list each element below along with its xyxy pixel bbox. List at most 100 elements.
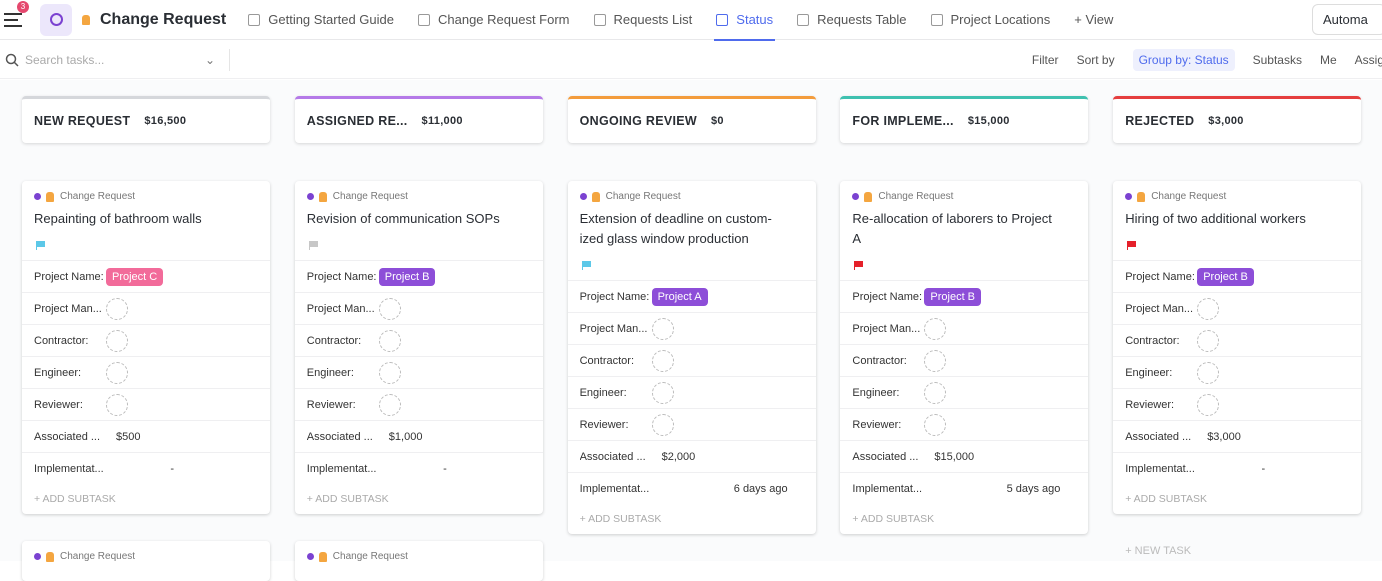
- task-card[interactable]: Change Request Revision of communication …: [294, 181, 543, 514]
- assignee-placeholder[interactable]: [1197, 393, 1220, 416]
- list-icon: [1137, 191, 1146, 202]
- toolbar-button[interactable]: Subtasks: [1252, 52, 1302, 67]
- column-name: REJECTED: [1125, 114, 1195, 128]
- assignee-placeholder[interactable]: [106, 329, 128, 352]
- tab-label: Requests List: [613, 12, 693, 27]
- task-card[interactable]: Change Request Repainting of bathroom wal…: [22, 181, 270, 514]
- project-tag[interactable]: Project B: [378, 267, 436, 286]
- assignee-placeholder[interactable]: [924, 317, 947, 340]
- field-row: Project Name: Project B: [840, 280, 1089, 312]
- field-label: Reviewer:: [306, 398, 356, 411]
- field-label: Associated ...: [852, 450, 919, 463]
- assignee-placeholder[interactable]: [651, 349, 674, 372]
- task-card[interactable]: Change Request Re-allocation of laborers …: [840, 181, 1089, 534]
- field-value: $500: [116, 430, 141, 443]
- automate-button[interactable]: Automa: [1312, 4, 1382, 35]
- toolbar-button[interactable]: Filter: [1031, 52, 1059, 67]
- view-tab[interactable]: Status: [704, 0, 785, 41]
- card-title: Repainting of bathroom walls: [34, 211, 202, 226]
- task-card[interactable]: Change Request: [294, 541, 543, 581]
- field-label: Implementat...: [1125, 462, 1195, 475]
- project-tag[interactable]: Project C: [106, 267, 164, 286]
- field-label: Engineer:: [579, 386, 627, 399]
- assignee-placeholder[interactable]: [1197, 361, 1220, 384]
- view-tab[interactable]: Requests Table: [785, 0, 918, 40]
- list-dot: [852, 193, 860, 200]
- card-list: Change Request: [306, 191, 531, 202]
- toolbar-button[interactable]: Sort by: [1076, 52, 1115, 67]
- assignee-placeholder[interactable]: [378, 329, 401, 352]
- project-tag[interactable]: Project B: [1197, 267, 1254, 286]
- board: NEW REQUEST $16,500 Change Request Repainti…: [0, 80, 1382, 581]
- card-list-name: Change Request: [332, 191, 408, 202]
- field-label: Implementat...: [579, 482, 650, 495]
- task-card[interactable]: Change Request Hiring of two additional w…: [1113, 181, 1362, 514]
- assignee-placeholder[interactable]: [924, 349, 947, 372]
- tabs: Getting Started Guide Change Request Form…: [236, 0, 1063, 41]
- tab-label: Status: [736, 12, 774, 27]
- field-label: Reviewer:: [852, 418, 902, 431]
- assignee-placeholder[interactable]: [651, 317, 674, 340]
- assignee-placeholder[interactable]: [106, 297, 128, 320]
- add-subtask[interactable]: + ADD SUBTASK: [306, 493, 389, 505]
- space-icon[interactable]: [40, 3, 72, 36]
- tab-icon: [248, 13, 261, 26]
- view-tab[interactable]: Change Request Form: [406, 0, 582, 40]
- field-label: Contractor:: [34, 334, 89, 347]
- assignee-placeholder[interactable]: [378, 393, 401, 416]
- add-subtask[interactable]: + ADD SUBTASK: [852, 513, 935, 525]
- project-tag[interactable]: Project A: [651, 287, 708, 306]
- field-row: Reviewer:: [22, 388, 270, 420]
- field-label: Project Name:: [306, 270, 377, 283]
- toolbar-button[interactable]: Group by: Status: [1132, 48, 1235, 71]
- field-row: Reviewer:: [1113, 388, 1362, 420]
- new-task[interactable]: + NEW TASK: [1125, 545, 1192, 557]
- view-tab[interactable]: Project Locations: [919, 0, 1063, 40]
- column-total: $15,000: [967, 115, 1010, 127]
- view-tab[interactable]: Requests List: [582, 0, 705, 40]
- assignee-placeholder[interactable]: [378, 361, 401, 384]
- search-icon: [5, 53, 19, 67]
- assignee-placeholder[interactable]: [1197, 297, 1220, 320]
- field-row: Project Man...: [22, 292, 270, 324]
- assignee-placeholder[interactable]: [1197, 329, 1220, 352]
- add-subtask[interactable]: + ADD SUBTASK: [579, 513, 662, 525]
- toolbar-button[interactable]: Me: [1319, 52, 1337, 67]
- toolbar-button[interactable]: Assig: [1354, 52, 1382, 67]
- field-label: Project Name:: [1125, 270, 1195, 283]
- view-tab[interactable]: Getting Started Guide: [236, 0, 406, 40]
- column-total: $16,500: [144, 115, 187, 127]
- add-subtask[interactable]: + ADD SUBTASK: [34, 493, 116, 505]
- search-dropdown[interactable]: ⌄: [205, 52, 216, 67]
- field-label: Implementat...: [306, 462, 377, 475]
- field-label: Project Name:: [34, 270, 104, 283]
- column-header: NEW REQUEST $16,500: [22, 96, 270, 143]
- add-subtask[interactable]: + ADD SUBTASK: [1125, 493, 1207, 505]
- task-card[interactable]: Change Request: [22, 541, 270, 581]
- list-icon: [46, 191, 54, 202]
- assignee-placeholder[interactable]: [378, 297, 401, 320]
- assignee-placeholder[interactable]: [924, 381, 947, 404]
- tab-label: Project Locations: [950, 12, 1051, 27]
- menu[interactable]: 3: [0, 0, 40, 40]
- card-list: Change Request: [34, 191, 258, 202]
- assignee-placeholder[interactable]: [924, 413, 947, 436]
- card-list: Change Request: [1125, 191, 1349, 202]
- assignee-placeholder[interactable]: [106, 361, 128, 384]
- list-dot: [34, 193, 41, 200]
- task-card[interactable]: Change Request Extension of deadline on c…: [567, 181, 816, 534]
- project-tag[interactable]: Project B: [924, 287, 982, 306]
- assignee-placeholder[interactable]: [106, 393, 128, 416]
- add-view[interactable]: + View: [1074, 12, 1114, 27]
- assignee-placeholder[interactable]: [651, 413, 674, 436]
- field-label: Engineer:: [1125, 366, 1173, 379]
- column-header: REJECTED $3,000: [1113, 96, 1362, 143]
- assignee-placeholder[interactable]: [651, 381, 674, 404]
- field-label: Project Man...: [34, 302, 102, 315]
- tab-icon: [418, 13, 430, 26]
- field-row: Engineer:: [840, 376, 1089, 408]
- field-value: -: [170, 462, 174, 475]
- menu-icon: [4, 12, 22, 27]
- search-input[interactable]: Search tasks...: [25, 52, 105, 67]
